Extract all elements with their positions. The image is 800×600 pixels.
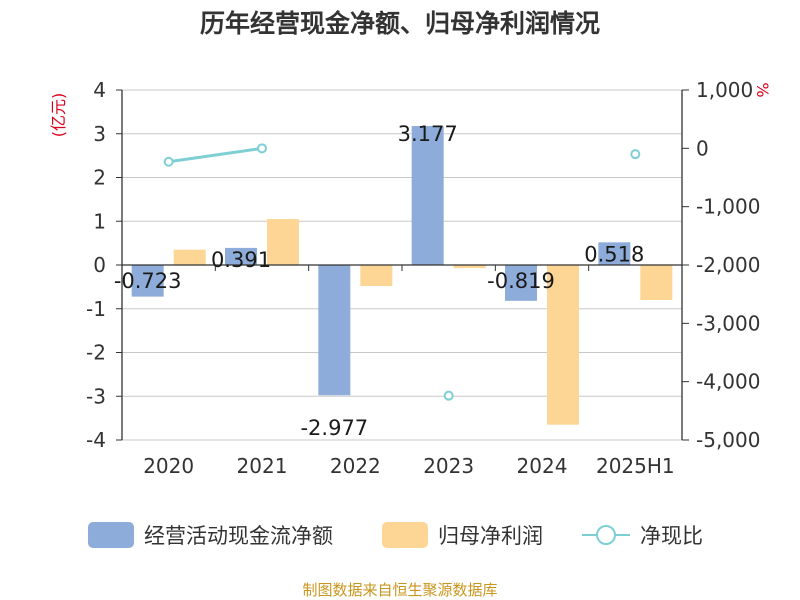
bar [267,219,299,265]
bar-value-label: -0.723 [114,269,182,293]
ratio-point [163,156,174,167]
bar [225,247,257,265]
left-tick-label: -4 [86,428,106,452]
ratio-line-segment [168,146,263,164]
left-axis-unit: (亿元) [49,93,68,138]
right-axis-unit: % [753,82,772,97]
category-label: 2020 [143,454,194,478]
bar-value-label: 0.391 [211,248,271,272]
category-label: 2023 [423,454,474,478]
left-tick-label: 3 [93,122,106,146]
data-labels: -0.723 0.391 -2.977 3.177 -0.819 0.518 [114,122,645,440]
axes: 4 3 2 1 0 -1 -2 -3 -4 1,000 0 -1,000 -2,000 -3,000 -4,… [86,78,760,478]
bar [318,265,351,396]
left-tick-label: 1 [93,209,106,233]
right-tick-label: -2,000 [696,253,760,277]
right-tick-label: -5,000 [696,428,760,452]
bar [505,265,537,301]
chart-title: 历年经营现金净额、归母净利润情况 [200,9,600,38]
ratio-line [163,143,641,401]
bar-value-label: -0.819 [487,269,555,293]
right-tick-label: 1,000 [696,78,753,102]
legend-label: 归母净利润 [438,524,543,548]
grid [122,89,682,441]
bar [640,265,673,300]
category-label: 2024 [517,454,568,478]
left-tick-label: -2 [86,341,106,365]
right-tick-label: 0 [696,136,709,160]
legend-label: 经营活动现金流净额 [144,524,333,548]
legend-swatch [382,522,428,548]
bar-value-label: 3.177 [398,122,458,146]
category-label: 2022 [330,454,381,478]
legend-swatch [88,522,134,548]
ratio-point [443,390,454,401]
category-label: 2025H1 [596,454,675,478]
source-note: 制图数据来自恒生聚源数据库 [302,581,497,599]
ratio-point [630,149,641,160]
left-tick-label: -3 [86,384,106,408]
bar [360,265,393,286]
bar [411,126,444,265]
ratio-point [257,143,267,154]
legend-marker [596,525,616,545]
left-tick-label: 0 [93,253,106,277]
bar [598,242,631,265]
bar-value-label: 0.518 [584,242,644,266]
bars [131,126,673,425]
left-tick-label: -1 [86,297,106,321]
right-tick-label: -3,000 [696,311,760,335]
right-tick-label: -1,000 [696,195,760,219]
bar [131,265,164,297]
left-tick-label: 4 [93,78,106,102]
bar-value-label: -2.977 [300,416,368,440]
bar [453,265,486,269]
right-tick-label: -4,000 [696,370,760,394]
legend-label: 净现比 [640,524,703,548]
bar [173,249,206,265]
left-tick-label: 2 [93,166,106,190]
category-label: 2021 [237,454,288,478]
legend: 经营活动现金流净额 归母净利润 净现比 [88,522,703,548]
bar [547,265,579,425]
